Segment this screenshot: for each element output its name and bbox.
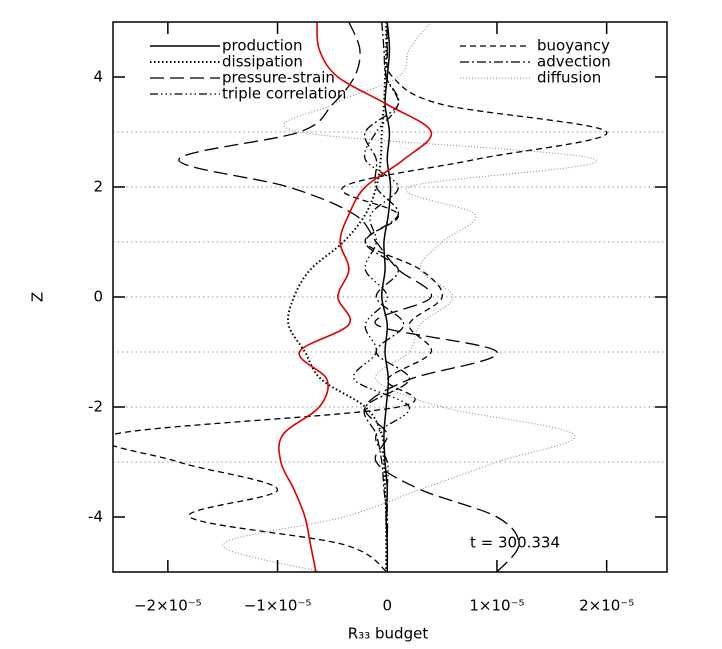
legend-label: buoyancy xyxy=(537,37,610,55)
series-line xyxy=(353,22,410,572)
annotation: t = 300.334 xyxy=(470,534,560,552)
x-tick-label: 0 xyxy=(382,597,392,615)
x-axis-label: R₃₃ budget xyxy=(348,625,429,643)
y-tick-label: 2 xyxy=(93,178,103,196)
legend-label: triple correlation xyxy=(222,85,346,103)
series-line xyxy=(178,22,520,572)
series-line xyxy=(363,22,410,572)
series-line xyxy=(278,22,432,572)
legend-label: advection xyxy=(537,53,611,71)
plot-frame xyxy=(112,21,668,573)
x-tick-label: 1×10⁻⁵ xyxy=(469,597,524,615)
legend-label: production xyxy=(222,37,303,55)
legend-label: dissipation xyxy=(222,53,303,71)
y-tick-label: -2 xyxy=(88,398,103,416)
series-line xyxy=(222,22,598,572)
y-tick-label: 0 xyxy=(93,288,103,306)
x-tick-label: −1×10⁻⁵ xyxy=(244,597,312,615)
legend-label: diffusion xyxy=(537,69,601,87)
legend-label: pressure-strain xyxy=(222,69,335,87)
series-line xyxy=(113,22,608,572)
series-line xyxy=(381,22,392,572)
y-tick-label: 4 xyxy=(93,68,103,86)
y-axis-label: Z xyxy=(29,292,47,302)
x-tick-label: 2×10⁻⁵ xyxy=(579,597,634,615)
plot-lines xyxy=(113,22,608,572)
y-tick-label: -4 xyxy=(88,508,103,526)
x-tick-label: −2×10⁻⁵ xyxy=(134,597,202,615)
